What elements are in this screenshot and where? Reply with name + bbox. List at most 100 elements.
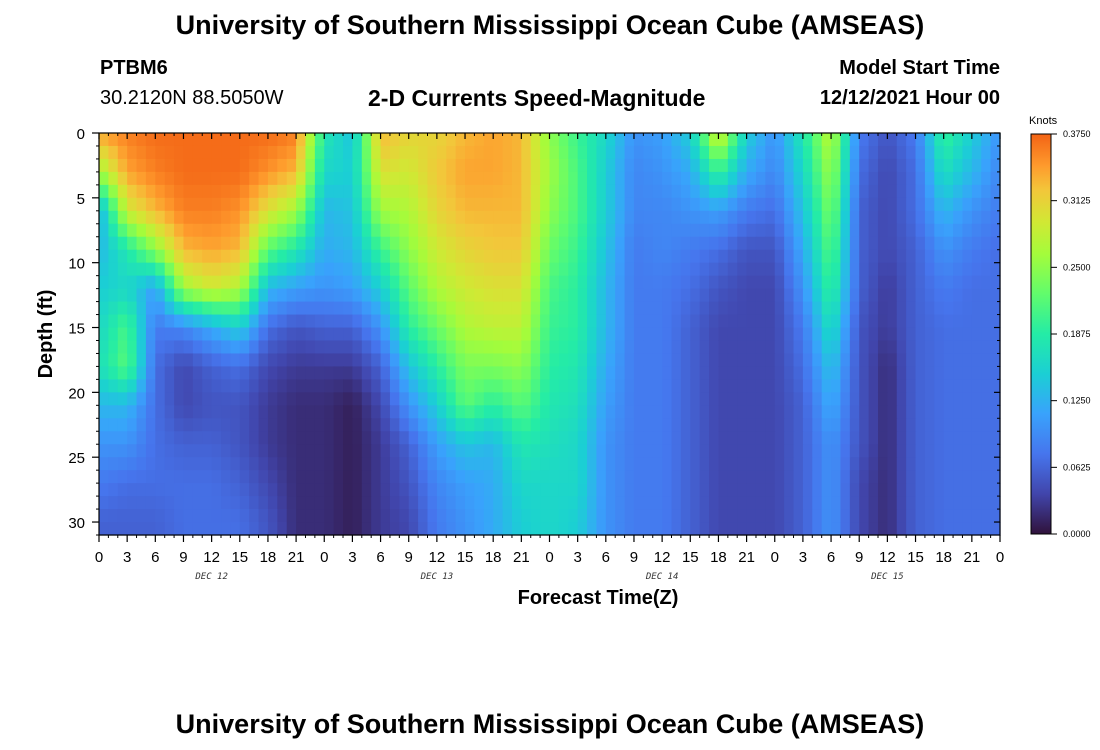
heatmap-cell <box>333 379 344 393</box>
heatmap-cell <box>465 249 476 264</box>
heatmap-cell <box>408 353 419 368</box>
heatmap-cell <box>239 210 250 225</box>
heatmap-cell <box>511 145 522 160</box>
heatmap-cell <box>690 145 701 160</box>
heatmap-cell <box>455 379 466 393</box>
heatmap-cell <box>718 509 729 523</box>
heatmap-cell <box>202 522 213 536</box>
heatmap-cell <box>784 184 795 199</box>
heatmap-cell <box>568 133 579 147</box>
heatmap-cell <box>915 340 926 355</box>
heatmap-cell <box>859 223 870 238</box>
heatmap-cell <box>389 223 400 238</box>
heatmap-cell <box>324 327 335 342</box>
heatmap-cell <box>774 184 785 199</box>
heatmap-cell <box>558 301 569 316</box>
heatmap-cell <box>230 522 241 536</box>
heatmap-cell <box>127 470 138 484</box>
heatmap-cell <box>502 379 513 393</box>
heatmap-cell <box>249 431 260 445</box>
heatmap-cell <box>981 288 992 303</box>
heatmap-cell <box>605 392 616 406</box>
heatmap-cell <box>164 496 175 510</box>
heatmap-cell <box>502 366 513 380</box>
heatmap-cell <box>615 379 626 393</box>
heatmap-cell <box>192 444 203 458</box>
heatmap-cell <box>887 184 898 199</box>
heatmap-cell <box>174 288 185 303</box>
x-day-label: DEC 12 <box>194 572 228 582</box>
heatmap-cell <box>953 392 964 406</box>
heatmap-cell <box>286 301 297 316</box>
heatmap-cell <box>699 301 710 316</box>
heatmap-cell <box>305 133 316 147</box>
heatmap-cell <box>849 171 860 186</box>
heatmap-cell <box>202 457 213 471</box>
heatmap-cell <box>192 353 203 368</box>
heatmap-cell <box>108 340 119 355</box>
heatmap-cell <box>831 444 842 458</box>
heatmap-cell <box>877 184 888 199</box>
heatmap-cell <box>258 457 269 471</box>
heatmap-cell <box>990 470 1001 484</box>
heatmap-cell <box>755 340 766 355</box>
heatmap-cell <box>774 444 785 458</box>
heatmap-cell <box>915 145 926 160</box>
x-tick-label: 0 <box>95 549 103 566</box>
heatmap-cell <box>521 431 532 445</box>
heatmap-cell <box>652 496 663 510</box>
heatmap-cell <box>624 301 635 316</box>
heatmap-cell <box>277 509 288 523</box>
heatmap-cell <box>680 418 691 432</box>
heatmap-cell <box>483 496 494 510</box>
heatmap-cell <box>690 275 701 290</box>
heatmap-cell <box>727 133 738 147</box>
heatmap-cell <box>596 327 607 342</box>
heatmap-cell <box>511 171 522 186</box>
heatmap-cell <box>596 262 607 277</box>
heatmap-cell <box>718 405 729 419</box>
heatmap-cell <box>117 405 128 419</box>
heatmap-cell <box>352 288 363 303</box>
heatmap-cell <box>502 431 513 445</box>
heatmap-cell <box>267 184 278 199</box>
heatmap-cell <box>324 197 335 212</box>
heatmap-cell <box>990 353 1001 368</box>
heatmap-cell <box>831 405 842 419</box>
heatmap-cell <box>286 522 297 536</box>
heatmap-cell <box>774 340 785 355</box>
heatmap-cell <box>164 444 175 458</box>
heatmap-cell <box>605 171 616 186</box>
heatmap-cell <box>784 314 795 329</box>
heatmap-cell <box>924 314 935 329</box>
heatmap-cell <box>981 431 992 445</box>
heatmap-cell <box>577 236 588 251</box>
heatmap-cell <box>239 366 250 380</box>
heatmap-cell <box>831 509 842 523</box>
heatmap-cell <box>211 379 222 393</box>
heatmap-cell <box>455 249 466 264</box>
heatmap-cell <box>906 431 917 445</box>
heatmap-cell <box>793 392 804 406</box>
heatmap-cell <box>802 457 813 471</box>
heatmap-cell <box>155 158 166 173</box>
heatmap-cell <box>174 223 185 238</box>
heatmap-cell <box>915 327 926 342</box>
heatmap-cell <box>324 444 335 458</box>
heatmap-cell <box>605 340 616 355</box>
heatmap-cell <box>615 444 626 458</box>
heatmap-cell <box>615 288 626 303</box>
heatmap-cell <box>389 444 400 458</box>
heatmap-cell <box>587 314 598 329</box>
heatmap-cell <box>371 275 382 290</box>
x-tick-label: 9 <box>405 549 413 566</box>
heatmap-cell <box>164 405 175 419</box>
heatmap-cell <box>455 314 466 329</box>
heatmap-cell <box>896 275 907 290</box>
heatmap-cell <box>277 418 288 432</box>
heatmap-cell <box>277 249 288 264</box>
heatmap-cell <box>446 133 457 147</box>
heatmap-cell <box>164 509 175 523</box>
heatmap-cell <box>868 275 879 290</box>
heatmap-cell <box>286 184 297 199</box>
